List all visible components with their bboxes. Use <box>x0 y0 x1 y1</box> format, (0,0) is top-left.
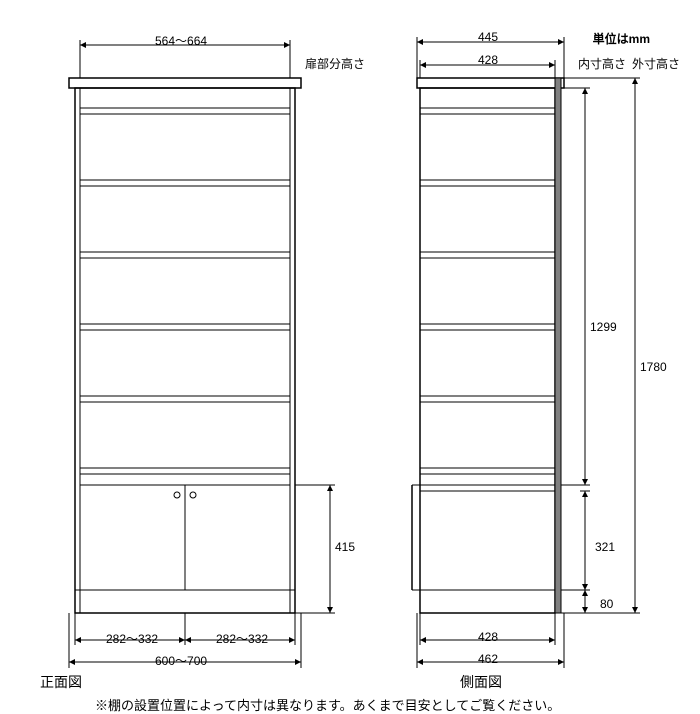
side-bottom-outer: 462 <box>478 652 498 666</box>
side-view-title: 側面図 <box>460 672 502 692</box>
side-top-outer: 445 <box>478 30 498 44</box>
footnote: ※棚の設置位置によって内寸は異なります。あくまで目安としてご覧ください。 <box>95 695 560 714</box>
inner-height-header: 内寸高さ <box>578 55 626 72</box>
side-inner-door: 321 <box>595 540 615 554</box>
front-top-width: 564～664 <box>155 32 207 49</box>
technical-drawing <box>0 0 700 714</box>
side-outer-height: 1780 <box>640 360 667 374</box>
front-door-height: 415 <box>335 540 355 554</box>
front-bottom-right: 282～332 <box>216 630 268 647</box>
unit-label: 単位はmm <box>593 30 650 47</box>
door-height-header: 扉部分高さ <box>305 55 365 72</box>
front-view-title: 正面図 <box>40 672 82 692</box>
front-bottom-left: 282～332 <box>106 630 158 647</box>
front-bottom-full: 600～700 <box>155 652 207 669</box>
side-bottom-inner: 428 <box>478 630 498 644</box>
outer-height-header: 外寸高さ <box>632 55 680 72</box>
side-inner-base: 80 <box>600 597 613 611</box>
side-inner-upper: 1299 <box>590 320 617 334</box>
side-top-inner: 428 <box>478 53 498 67</box>
